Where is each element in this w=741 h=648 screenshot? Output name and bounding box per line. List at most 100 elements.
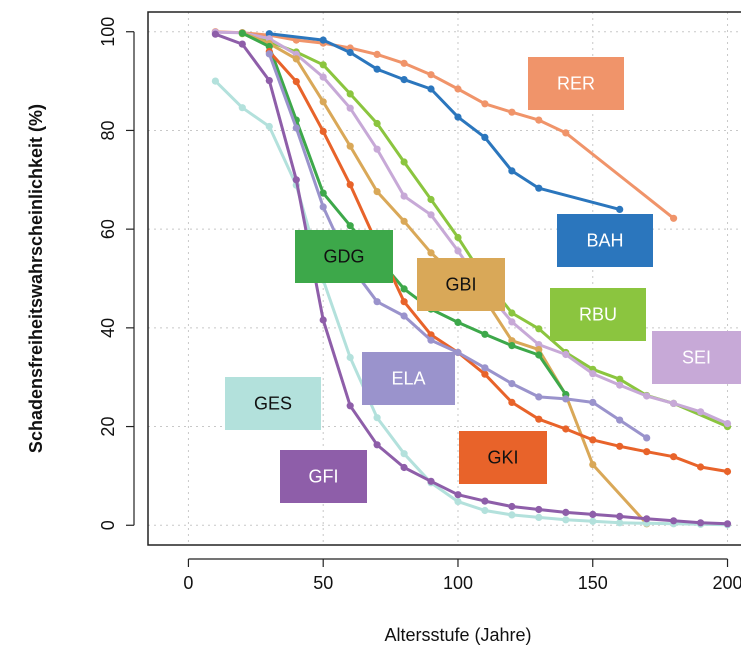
data-point-gbi — [319, 98, 327, 106]
series-label-ges: GES — [225, 377, 321, 430]
series-label-text: ELA — [391, 369, 425, 389]
series-label-box — [528, 57, 624, 110]
data-point-ela — [373, 298, 381, 306]
series-label-box — [225, 377, 321, 430]
x-axis-label: Altersstufe (Jahre) — [384, 625, 531, 645]
y-tick-label: 20 — [98, 417, 118, 437]
data-point-rer — [562, 129, 570, 137]
series-line-gfi — [213, 32, 729, 526]
data-point-ges — [508, 511, 516, 519]
data-point-gbi — [373, 188, 381, 196]
data-point-rbu — [400, 158, 408, 166]
data-point-gfi — [535, 505, 543, 514]
data-point-gfi — [238, 40, 246, 48]
data-point-rbu — [616, 375, 624, 383]
data-point-gdg — [454, 318, 462, 326]
data-point-gdg — [265, 42, 273, 51]
data-point-gfi — [373, 441, 381, 449]
data-point-bah — [616, 205, 624, 213]
y-tick-label: 100 — [98, 17, 118, 47]
data-point-sei — [535, 341, 543, 349]
series-label-sei: SEI — [652, 331, 741, 384]
data-point-rbu — [454, 233, 462, 242]
data-point-gdg — [346, 222, 354, 230]
data-point-ela — [481, 364, 489, 372]
series-label-text: GFI — [309, 467, 339, 487]
series-line-gki — [267, 50, 729, 473]
data-point-gdg — [238, 29, 246, 37]
series-label-text: BAH — [586, 231, 623, 251]
data-point-gki — [616, 442, 624, 450]
data-point-ela — [616, 416, 624, 424]
series-label-text: GDG — [323, 247, 364, 267]
data-point-ela — [265, 50, 273, 58]
series-label-box — [550, 288, 646, 341]
series-line-gdg — [240, 31, 568, 396]
data-point-ges — [616, 519, 624, 527]
series-ela — [265, 50, 651, 442]
data-point-sei — [589, 370, 597, 378]
data-point-gki — [292, 78, 300, 86]
data-point-gki — [400, 298, 408, 306]
data-point-ela — [400, 312, 408, 320]
series-labels: RER BAH RBU SEI GBI GDG GKI ELA GES GFI — [225, 57, 741, 503]
data-point-sei — [319, 73, 327, 81]
data-point-bah — [400, 76, 408, 84]
series-label-bah: BAH — [557, 214, 653, 267]
data-point-ela — [292, 124, 300, 132]
data-point-gki — [562, 425, 570, 433]
data-point-rer — [373, 50, 381, 59]
data-point-bah — [265, 30, 273, 38]
data-point-ges — [211, 77, 219, 85]
data-point-gki — [508, 398, 516, 406]
data-point-gfi — [643, 515, 651, 523]
data-point-gfi — [508, 502, 516, 511]
x-tick-label: 200 — [712, 573, 741, 593]
data-point-bah — [454, 113, 462, 121]
axes: 0 50 100 150 200 0 20 40 60 80 100 — [98, 17, 741, 593]
data-point-sei — [373, 145, 381, 153]
data-point-sei — [697, 408, 705, 416]
data-point-gki — [670, 453, 678, 461]
data-point-gbi — [346, 142, 354, 150]
x-tick-label: 150 — [578, 573, 608, 593]
data-point-bah — [373, 65, 381, 73]
data-point-gfi — [697, 519, 705, 527]
data-point-sei — [508, 318, 516, 326]
y-tick-label: 60 — [98, 219, 118, 239]
series-label-box — [557, 214, 653, 267]
series-label-gki: GKI — [459, 431, 547, 484]
data-point-gfi — [616, 512, 624, 521]
data-point-gbi — [535, 346, 543, 354]
data-point-ela — [427, 336, 435, 344]
data-point-ges — [562, 516, 570, 524]
data-point-gfi — [265, 77, 273, 85]
data-point-gbi — [589, 461, 597, 469]
plot-frame — [147, 11, 741, 546]
data-point-rer — [535, 116, 543, 124]
series-label-box — [295, 230, 393, 283]
data-point-ela — [562, 395, 570, 403]
data-point-rer — [508, 108, 516, 116]
data-point-ela — [535, 393, 543, 401]
series-label-box — [280, 450, 367, 503]
series-label-box — [652, 331, 741, 384]
data-point-rer — [481, 100, 489, 108]
data-point-ges — [400, 450, 408, 458]
data-point-gki — [535, 415, 543, 423]
y-tick-label: 40 — [98, 318, 118, 338]
series-label-text: GKI — [487, 448, 518, 468]
data-point-gfi — [211, 30, 219, 38]
data-point-rbu — [319, 61, 327, 69]
x-tick-label: 100 — [443, 573, 473, 593]
series-label-gfi: GFI — [280, 450, 367, 503]
data-point-rbu — [346, 90, 354, 98]
series-label-text: GBI — [445, 275, 476, 295]
data-point-gki — [723, 467, 732, 476]
data-point-gbi — [400, 217, 408, 225]
data-point-ela — [508, 380, 516, 388]
series-label-gdg: GDG — [295, 230, 393, 283]
data-point-rbu — [508, 309, 516, 317]
data-point-ges — [373, 414, 381, 422]
